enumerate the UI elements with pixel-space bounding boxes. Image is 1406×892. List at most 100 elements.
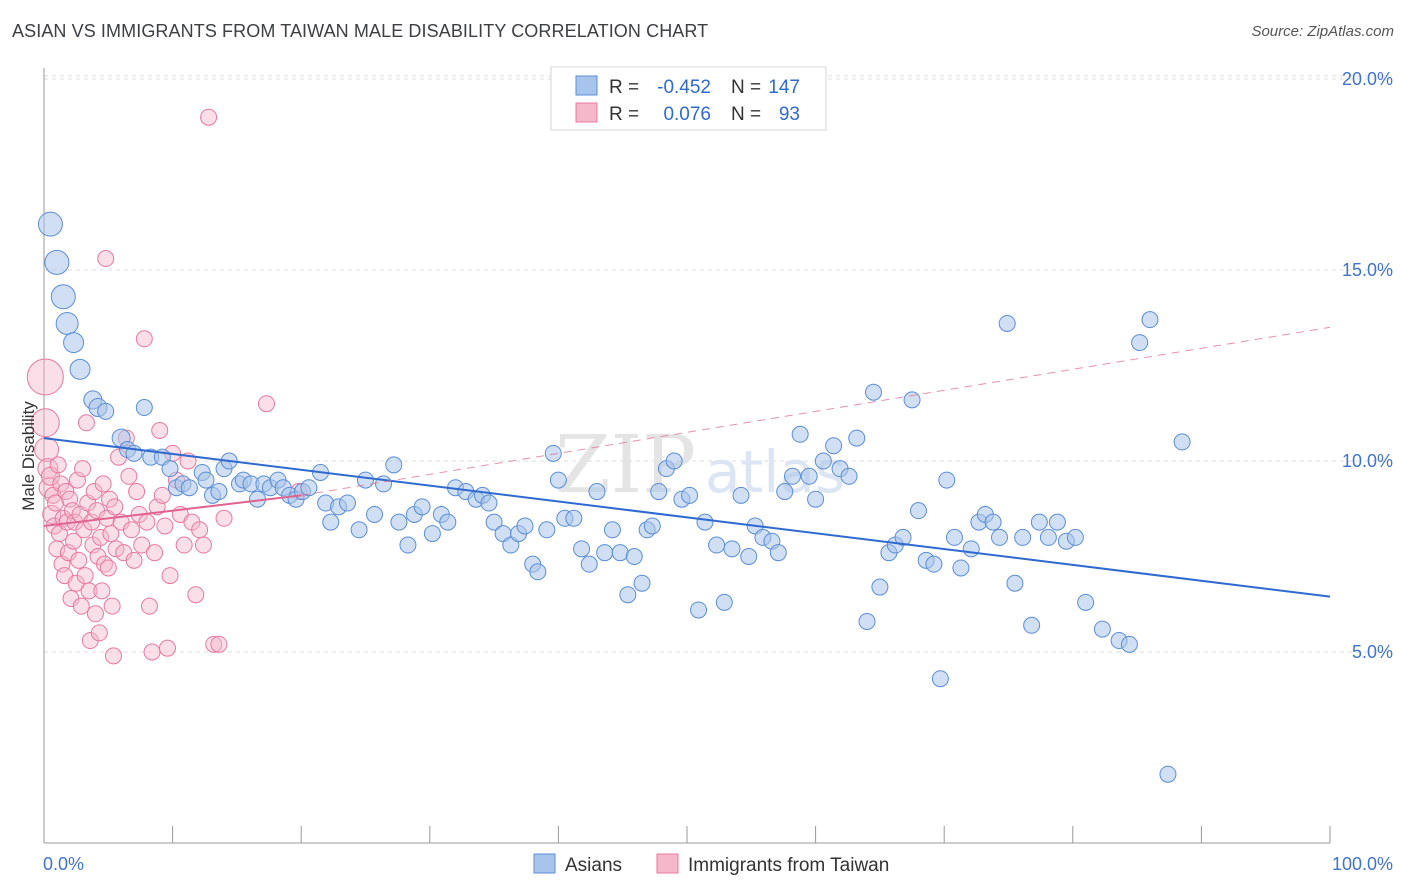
asian-point [573,540,591,558]
taiwan-point [77,414,95,432]
taiwan-trend-line-dashed [301,326,1331,496]
asian-point [962,540,980,558]
taiwan-point [92,528,110,546]
watermark-atlas: atlas [705,438,845,506]
legend-taiwan-n-label: N = [731,104,761,125]
asian-point [63,332,85,354]
asian-point [952,559,970,577]
taiwan-point [103,597,121,615]
asian-point [776,483,794,501]
y-tick-label: 15.0% [1342,260,1393,280]
taiwan-point [146,544,164,562]
taiwan-point [200,108,218,126]
asian-point [732,486,750,504]
taiwan-point [104,647,122,665]
legend-asian-n-value: 147 [768,77,800,98]
taiwan-point [135,330,153,348]
taiwan-point [120,467,138,485]
taiwan-point [49,456,67,474]
y-axis-title: Male Disability [19,401,38,511]
asian-point [807,490,825,508]
asian-point [715,593,733,611]
asian-point [998,314,1016,332]
asian-point [611,544,629,562]
asian-point [538,521,556,539]
asian-point [423,525,441,543]
legend: R = -0.452 N = 147 R = 0.076 N = 93 [550,66,827,131]
legend-taiwan-r-value: 0.076 [663,104,711,125]
taiwan-point [26,358,64,396]
asian-point [864,383,882,401]
bottom-legend-taiwan-swatch [656,853,679,874]
asian-point [544,444,562,462]
legend-asian-r-value: -0.452 [657,77,711,98]
asian-point [723,540,741,558]
asian-point [44,249,70,275]
asian-point [1131,334,1149,352]
y-tick-label: 20.0% [1342,69,1393,89]
asian-point [385,456,403,474]
asian-point [516,517,534,535]
asian-point [161,460,179,478]
x-tick-label-max: 100.0% [1332,854,1393,874]
asian-point [357,471,374,489]
y-tick-label: 5.0% [1352,642,1393,662]
asian-point [97,402,115,420]
asian-point [800,467,818,485]
asian-point [1093,620,1111,638]
asian-point [945,528,963,546]
taiwan-point [86,605,104,623]
asian-point [322,513,340,531]
asian-point [135,399,153,417]
asian-point [565,509,583,527]
taiwan-point [138,513,156,531]
asian-point [696,513,714,531]
asian-point [413,498,431,516]
bottom-legend-asian-swatch [533,853,556,874]
asian-point [783,467,801,485]
asian-point [1023,616,1041,634]
taiwan-point [175,536,193,554]
axis-layer: 5.0% 10.0% 15.0% 20.0% [43,68,1393,844]
taiwan-point [80,582,98,600]
taiwan-point [47,494,65,512]
taiwan-point [215,509,233,527]
asian-point [210,483,228,501]
taiwan-point [156,517,174,535]
taiwan-points [26,108,308,665]
asian-point [1066,528,1084,546]
asian-point [338,494,356,512]
asian-point [871,578,889,596]
asian-point [485,513,503,531]
taiwan-point [102,525,120,543]
taiwan-point [128,483,146,501]
asian-point [549,471,567,489]
asian-point [791,425,809,443]
taiwan-point [37,458,59,480]
asian-point [1006,574,1024,592]
taiwan-point [57,483,75,501]
legend-taiwan-r-label: R = [609,104,639,125]
taiwan-point [133,536,151,554]
asian-point [848,429,866,447]
chart-title: ASIAN VS IMMIGRANTS FROM TAIWAN MALE DIS… [12,21,709,41]
asian-point [1048,513,1066,531]
asian-point [840,467,858,485]
asian-point [858,612,876,630]
taiwan-point [143,643,161,661]
taiwan-point [257,395,275,413]
asian-point [903,391,921,409]
asian-point [825,437,843,455]
asian-point [665,452,683,470]
taiwan-point [161,567,179,585]
bottom-legend-asian-label: Asians [565,855,622,876]
taiwan-point [99,559,117,577]
asian-trend-line [43,437,1331,598]
bottom-legend-taiwan-label: Immigrants from Taiwan [688,855,889,876]
asian-point [938,471,956,489]
y-tick-label: 10.0% [1342,451,1393,471]
asian-point [650,483,668,501]
asian-point [1014,528,1032,546]
taiwan-point [205,635,223,653]
